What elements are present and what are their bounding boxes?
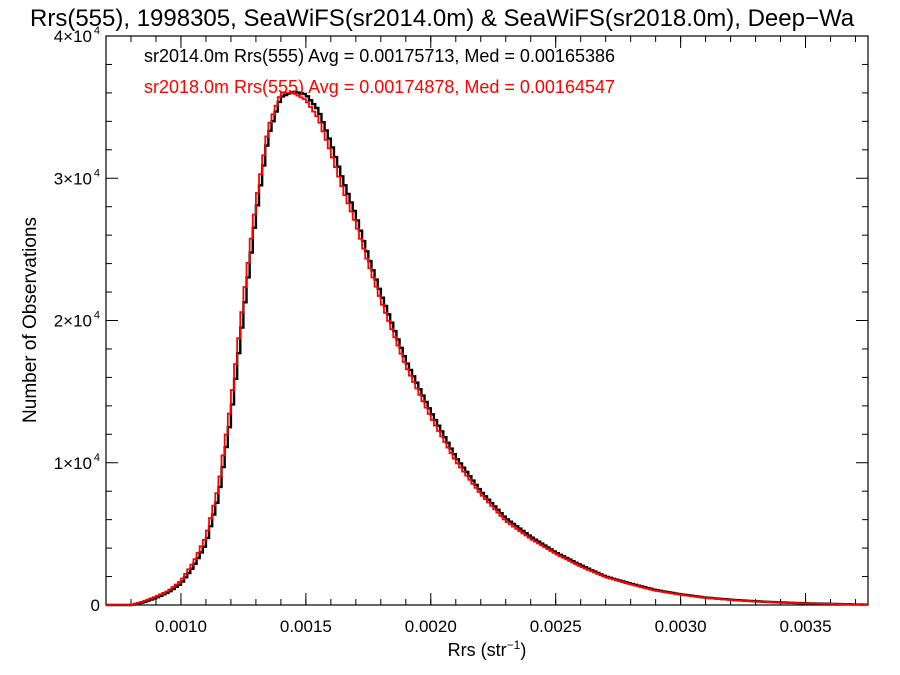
- x-tick-label: 0.0020: [405, 617, 457, 636]
- histogram-line-sr2018.0m: [106, 92, 868, 606]
- y-tick-label: 4×10: [54, 27, 92, 46]
- x-axis: 0.0010 0.0015 0.0020 0.0025 0.0030 0.0035: [105, 36, 857, 636]
- y-tick-label-exponent: 4: [94, 452, 100, 464]
- y-tick-label-exponent: 4: [94, 25, 100, 37]
- x-tick-label: 0.0015: [280, 617, 332, 636]
- y-tick-label: 1×10: [54, 454, 92, 473]
- y-tick-label: 3×10: [54, 169, 92, 188]
- x-axis-label-tail: ): [520, 640, 526, 660]
- x-axis-label: Rrs (str−1): [448, 638, 527, 660]
- y-axis-label: Number of Observations: [20, 217, 41, 423]
- y-tick-label: 0: [91, 596, 100, 615]
- y-tick-label-exponent: 4: [94, 310, 100, 322]
- x-tick-label: 0.0025: [530, 617, 582, 636]
- legend-entry-1: sr2014.0m Rrs(555) Avg = 0.00175713, Med…: [144, 46, 615, 66]
- x-tick-label: 0.0030: [655, 617, 707, 636]
- histogram-series: [106, 90, 868, 607]
- x-axis-label-base: Rrs (str: [448, 640, 507, 660]
- histogram-line-sr2014.0m: [106, 90, 868, 607]
- legend-entry-2: sr2018.0m Rrs(555) Avg = 0.00174878, Med…: [144, 77, 615, 97]
- chart-title: Rrs(555), 1998305, SeaWiFS(sr2014.0m) & …: [30, 5, 855, 32]
- y-tick-label: 2×10: [54, 312, 92, 331]
- plot-frame: [105, 35, 869, 606]
- y-axis: 01×10 42×10 43×10 44×10 4: [54, 25, 868, 615]
- x-tick-label: 0.0010: [155, 617, 207, 636]
- x-axis-label-sup: −1: [507, 638, 521, 652]
- y-tick-label-exponent: 4: [94, 167, 100, 179]
- x-tick-label: 0.0035: [780, 617, 832, 636]
